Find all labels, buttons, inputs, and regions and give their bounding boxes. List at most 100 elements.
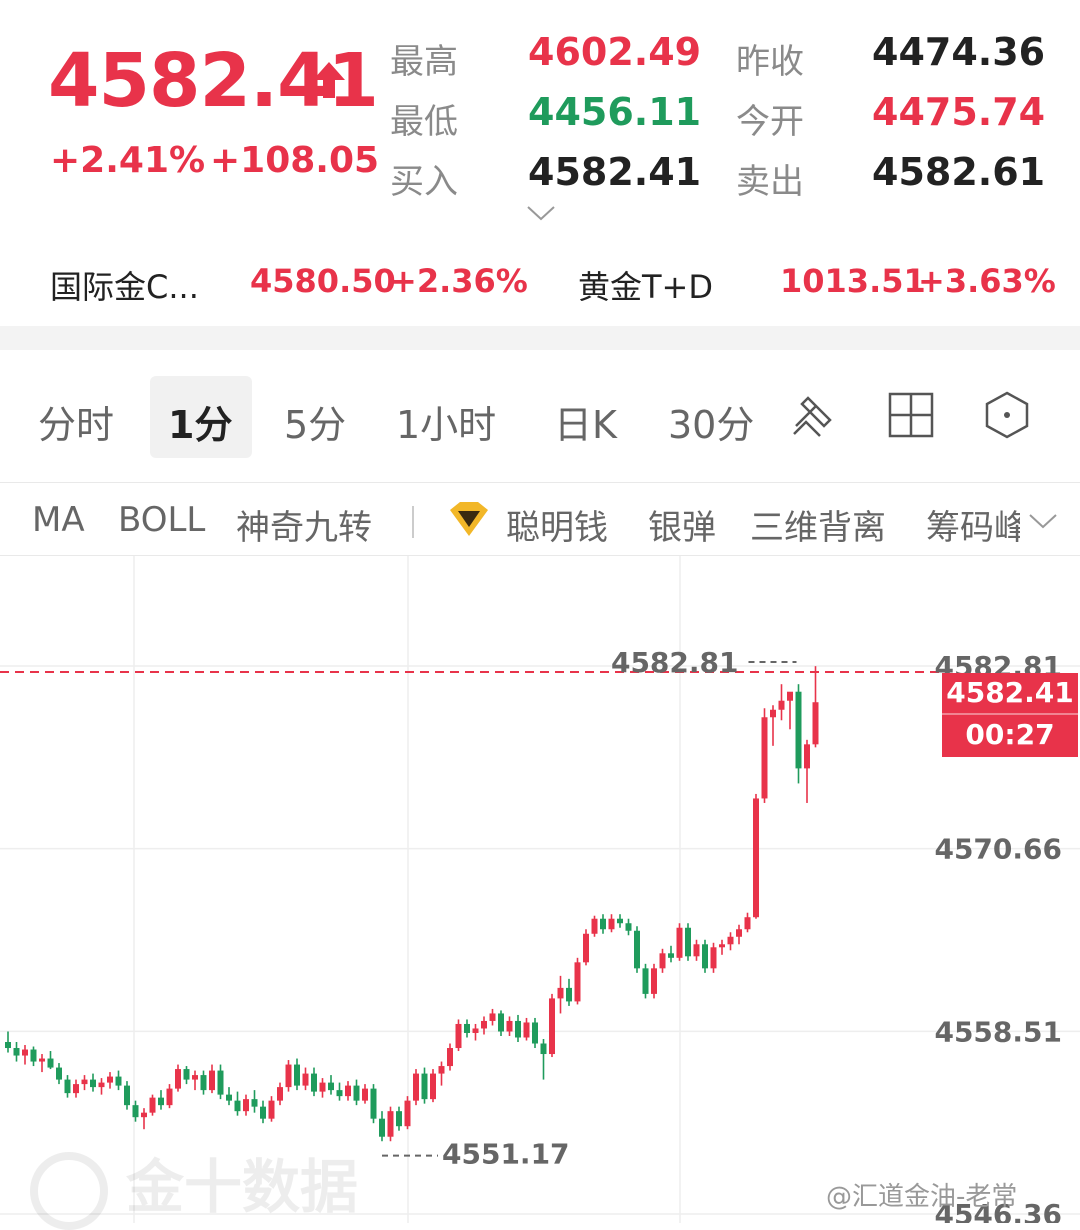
candle-body (47, 1058, 54, 1068)
indicator-0[interactable]: MA (32, 500, 85, 540)
stat-value: 4474.36 (872, 30, 1046, 74)
candle-body (498, 1013, 504, 1032)
candle-body (447, 1048, 453, 1067)
change-amount: +108.05 (210, 140, 380, 181)
candle-body (659, 953, 666, 969)
candle-body (591, 918, 598, 934)
candle-body (421, 1073, 428, 1100)
chevron-down-icon[interactable] (526, 204, 556, 222)
candle-body (549, 998, 555, 1055)
candle-body (124, 1085, 130, 1106)
candle-body (812, 702, 819, 745)
stat-label: 买入 (390, 162, 458, 202)
indicator-2[interactable]: 神奇九转 (236, 508, 372, 548)
candle-body (676, 927, 683, 958)
related-name[interactable]: 黄金T+D (578, 268, 714, 306)
candle-body (455, 1023, 462, 1049)
related-price: 4580.50 (250, 262, 396, 300)
candle-body (90, 1079, 96, 1088)
stat-value: 4582.61 (872, 150, 1046, 194)
badge-countdown: 00:27 (942, 713, 1078, 755)
stat-label: 最低 (390, 102, 458, 142)
indicator-3[interactable]: 聪明钱 (506, 508, 608, 548)
candle-body (668, 953, 674, 958)
stat-label: 今开 (736, 102, 804, 142)
candle-body (761, 717, 768, 799)
watermark-logo-icon (30, 1151, 108, 1230)
candle-body (115, 1076, 122, 1086)
candle-body (175, 1069, 181, 1089)
candle-body (583, 933, 589, 963)
badge-price: 4582.41 (946, 676, 1074, 709)
candle-body (795, 691, 802, 769)
candle-body (251, 1099, 258, 1107)
divider (0, 482, 1080, 483)
tab-5[interactable]: 30分 (668, 403, 755, 447)
candle-body (243, 1099, 249, 1112)
related-pct: +3.63% (918, 262, 1056, 300)
candle-body (98, 1082, 105, 1088)
tab-4[interactable]: 日K (554, 403, 617, 447)
candle-body (226, 1094, 232, 1101)
candlestick-chart[interactable]: 4582.814570.664558.514546.364582.814551.… (0, 556, 1080, 1223)
draw-icon[interactable] (790, 390, 840, 440)
candle-body (217, 1070, 224, 1095)
candle-body (600, 918, 606, 930)
current-price-badge: 4582.41 00:27 (942, 673, 1078, 757)
candle-body (353, 1085, 360, 1101)
divider (0, 555, 1080, 556)
candle-body (617, 918, 623, 924)
candle-body (685, 927, 691, 957)
candle-body (404, 1100, 411, 1127)
candle-body (302, 1073, 309, 1086)
candle-body (311, 1073, 317, 1092)
candle-body (396, 1111, 402, 1127)
related-name[interactable]: 国际金C... (50, 268, 199, 306)
candle-body (574, 962, 581, 1002)
candle-body (540, 1043, 547, 1055)
candle-body (73, 1084, 79, 1094)
settings-hex-icon[interactable] (982, 390, 1032, 440)
candle-body (727, 936, 734, 945)
y-tick-label: 4570.66 (934, 833, 1062, 866)
indicator-1[interactable]: BOLL (118, 500, 206, 540)
indicator-4[interactable]: 银弹 (648, 508, 716, 548)
stat-value: 4456.11 (528, 90, 702, 134)
indicator-6[interactable]: 筹码峰 (926, 508, 1020, 548)
candle-body (770, 709, 776, 718)
tab-2[interactable]: 5分 (284, 403, 347, 447)
candle-body (430, 1073, 436, 1100)
candle-body (192, 1075, 198, 1080)
candle-body (56, 1067, 62, 1080)
watermark: 金十数据 (30, 1140, 358, 1230)
candle-body (464, 1023, 470, 1033)
related-price: 1013.51 (780, 262, 926, 300)
candle-body (413, 1073, 419, 1101)
section-divider (0, 326, 1080, 350)
diamond-icon (450, 502, 488, 536)
grid-layout-icon[interactable] (886, 390, 936, 440)
candle-body (183, 1069, 190, 1080)
candle-body (277, 1087, 283, 1101)
stat-label: 昨收 (736, 42, 804, 82)
candle-body (328, 1082, 334, 1091)
tab-1[interactable]: 1分 (168, 403, 233, 447)
candle-body (5, 1042, 11, 1049)
tab-3[interactable]: 1小时 (396, 403, 497, 447)
indicator-5[interactable]: 三维背离 (750, 508, 886, 548)
candle-body (107, 1076, 113, 1083)
candle-body (13, 1048, 20, 1056)
candle-body (753, 798, 759, 918)
candle-body (787, 691, 793, 701)
candle-body (149, 1097, 156, 1113)
tab-0[interactable]: 分时 (38, 403, 115, 447)
chevron-down-icon[interactable] (1028, 512, 1058, 530)
candle-body (81, 1079, 88, 1085)
candle-body (736, 929, 742, 937)
candle-body (532, 1022, 538, 1044)
y-tick-label: 4546.36 (934, 1198, 1062, 1223)
y-tick-label: 4558.51 (934, 1015, 1062, 1048)
candle-body (39, 1058, 45, 1062)
candle-body (260, 1106, 266, 1119)
candle-body (132, 1105, 139, 1118)
